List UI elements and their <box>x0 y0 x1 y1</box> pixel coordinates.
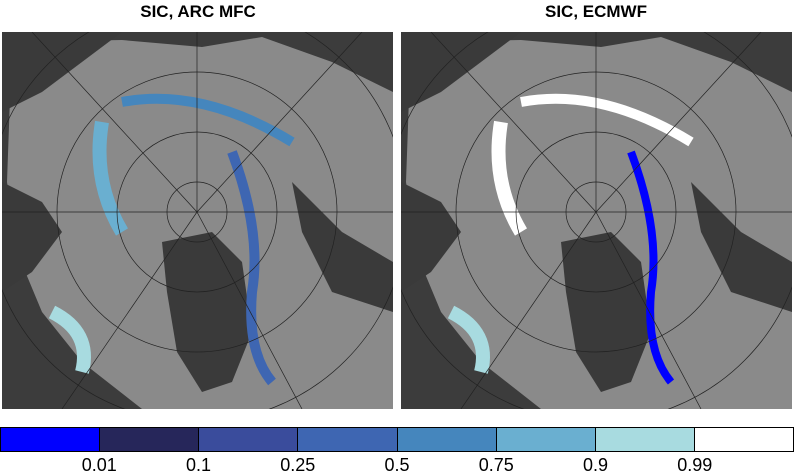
colorbar-tick-label: 0.1 <box>185 455 212 475</box>
colorbar-segment <box>694 428 793 451</box>
map-ecmwf <box>401 32 792 409</box>
colorbar-tick-label: 0.01 <box>81 455 117 475</box>
colorbar-segment <box>100 428 200 451</box>
colorbar-tick-label: 0.5 <box>384 455 410 475</box>
colorbar-segment <box>199 428 299 451</box>
colorbar-segment <box>496 428 596 451</box>
panel-title-right: SIC, ECMWF <box>545 2 647 21</box>
colorbar-segment <box>595 428 695 451</box>
colorbar-tick-label: 0.9 <box>582 455 609 475</box>
colorbar-tick-label: 0.99 <box>677 455 713 475</box>
map-arc-mfc <box>2 32 393 409</box>
colorbar-segment <box>1 428 101 451</box>
colorbar-tick-label: 0.75 <box>478 455 514 475</box>
panel-title-left: SIC, ARC MFC <box>140 2 256 21</box>
colorbar-segment <box>298 428 398 451</box>
colorbar <box>0 427 794 452</box>
colorbar-segment <box>397 428 497 451</box>
colorbar-tick-label: 0.25 <box>280 455 316 475</box>
